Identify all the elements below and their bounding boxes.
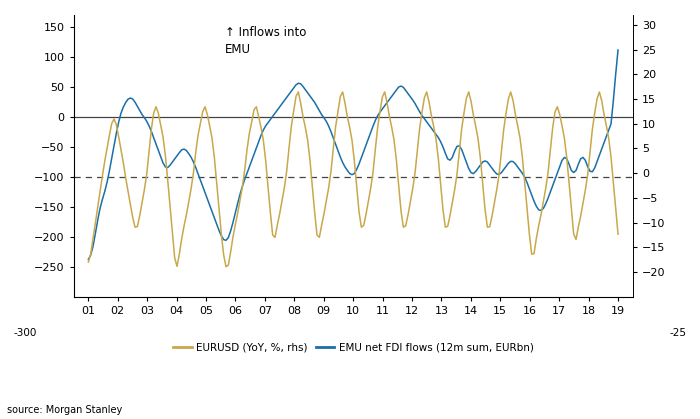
Legend: EURUSD (YoY, %, rhs), EMU net FDI flows (12m sum, EURbn): EURUSD (YoY, %, rhs), EMU net FDI flows …	[169, 339, 538, 357]
Text: -300: -300	[14, 328, 37, 338]
Text: -25: -25	[669, 328, 686, 338]
Text: ↑ Inflows into
EMU: ↑ Inflows into EMU	[225, 26, 306, 56]
Text: source: Morgan Stanley: source: Morgan Stanley	[7, 405, 122, 415]
